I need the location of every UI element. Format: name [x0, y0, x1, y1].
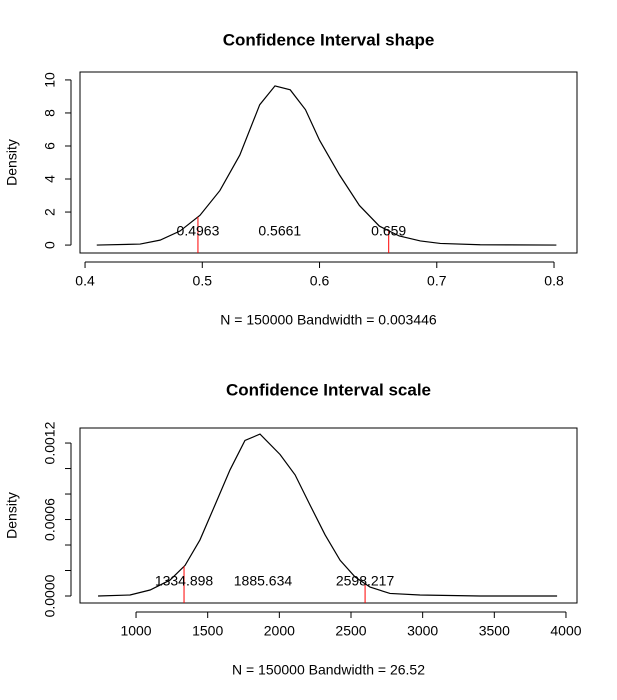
x-tick-label: 2500	[335, 623, 366, 639]
density-curve	[96, 85, 557, 246]
x-tick-label: 2000	[264, 623, 295, 639]
plot-frame	[79, 71, 578, 254]
y-tick-label: 0	[42, 241, 58, 249]
x-tick-label: 0.7	[427, 273, 447, 289]
interval-label: 1885.634	[234, 573, 293, 589]
x-tick-label: 4000	[550, 623, 581, 639]
chart-title: Confidence Interval scale	[226, 380, 431, 399]
y-tick-label: 10	[42, 72, 58, 88]
y-tick-label: 0.0000	[42, 574, 58, 617]
y-tick-label: 0.0006	[42, 498, 58, 541]
y-axis-label: Density	[4, 492, 20, 539]
interval-label: 0.5661	[258, 223, 301, 239]
y-tick-label: 6	[42, 142, 58, 150]
interval-label: 0.659	[371, 223, 406, 239]
plot-frame	[79, 427, 578, 604]
x-tick-label: 1000	[120, 623, 151, 639]
chart-title: Confidence Interval shape	[223, 30, 435, 49]
y-tick-label: 4	[42, 175, 58, 183]
y-tick-label: 2	[42, 208, 58, 216]
y-tick-label: 0.0012	[42, 421, 58, 464]
x-tick-label: 0.4	[75, 273, 95, 289]
interval-label: 0.4963	[177, 223, 220, 239]
x-axis-label: N = 150000 Bandwidth = 0.003446	[220, 312, 437, 328]
x-tick-label: 1500	[192, 623, 223, 639]
y-tick-label: 8	[42, 109, 58, 117]
y-axis-label: Density	[4, 139, 20, 186]
interval-label: 2598.217	[336, 573, 395, 589]
x-tick-label: 0.6	[310, 273, 330, 289]
x-axis-label: N = 150000 Bandwidth = 26.52	[232, 662, 425, 678]
density-curve	[98, 433, 558, 597]
x-tick-label: 0.8	[544, 273, 564, 289]
x-tick-label: 0.5	[193, 273, 213, 289]
interval-label: 1334.898	[155, 573, 214, 589]
x-tick-label: 3000	[407, 623, 438, 639]
x-tick-label: 3500	[479, 623, 510, 639]
